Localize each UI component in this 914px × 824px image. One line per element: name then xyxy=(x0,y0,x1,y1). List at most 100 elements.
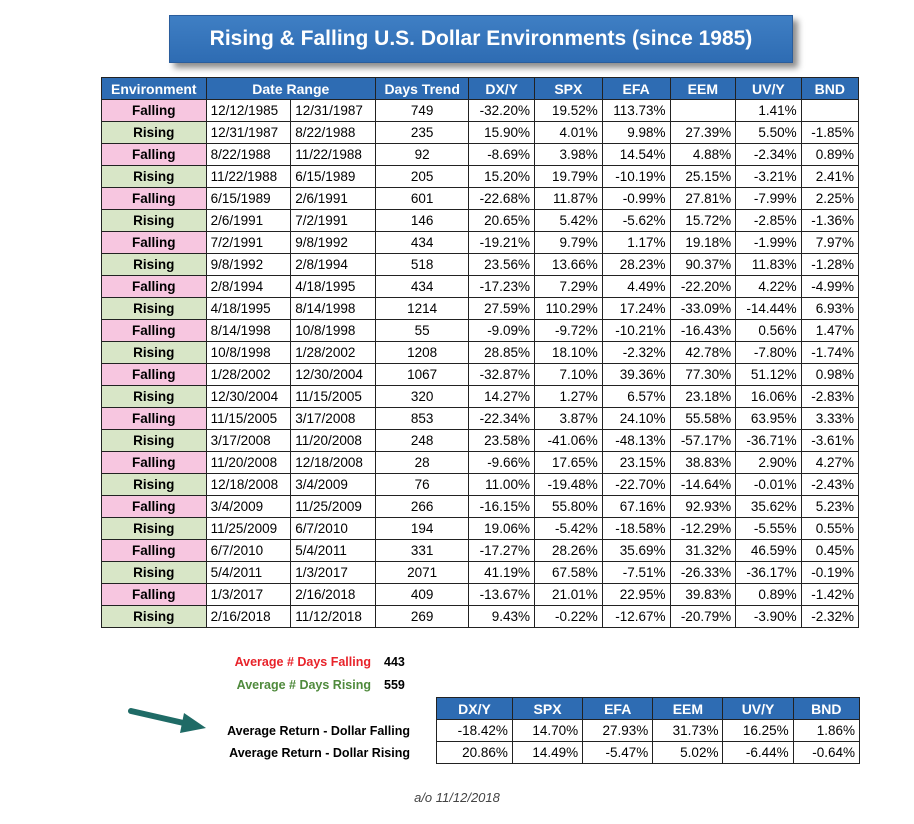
dxy-cell: 11.00% xyxy=(468,473,535,496)
bnd-cell: 4.27% xyxy=(800,451,860,474)
summary-column-header: BND xyxy=(792,697,861,720)
eem-cell: -57.17% xyxy=(669,429,737,452)
dollar-environments-table: Environment Date Range Days Trend DX/Y SPX EF… xyxy=(101,77,860,628)
summary-falling-cell: 14.70% xyxy=(511,719,584,742)
efa-cell: 24.10% xyxy=(601,407,671,430)
end-cell: 3/17/2008 xyxy=(290,407,376,430)
spx-cell: 4.01% xyxy=(533,121,603,144)
environment-cell: Rising xyxy=(101,605,207,628)
uvy-cell: 51.12% xyxy=(735,363,802,386)
bnd-cell: -2.32% xyxy=(800,605,860,628)
table-row: Falling 11/20/2008 12/18/2008 28 -9.66% 17.65… xyxy=(101,451,860,474)
eem-cell: 19.18% xyxy=(669,231,737,254)
environment-cell: Rising xyxy=(101,517,207,540)
environment-cell: Falling xyxy=(101,407,207,430)
avg-return-falling-label: Average Return - Dollar Falling xyxy=(227,724,410,738)
efa-cell: 9.98% xyxy=(601,121,671,144)
summary-falling-cell: 31.73% xyxy=(652,719,724,742)
arrow-right-icon xyxy=(128,708,206,733)
bnd-cell: -1.74% xyxy=(800,341,860,364)
bnd-cell: 6.93% xyxy=(800,297,860,320)
environment-cell: Falling xyxy=(101,275,207,298)
table-row: Rising 5/4/2011 1/3/2017 2071 41.19% 67.58% -7… xyxy=(101,561,860,584)
end-cell: 11/15/2005 xyxy=(290,385,376,408)
eem-cell: -16.43% xyxy=(669,319,737,342)
spx-cell: 19.79% xyxy=(533,165,603,188)
uvy-cell: -7.99% xyxy=(735,187,802,210)
column-header: EFA xyxy=(601,77,671,100)
dxy-cell: -17.27% xyxy=(468,539,535,562)
eem-cell: 4.88% xyxy=(669,143,737,166)
environment-cell: Falling xyxy=(101,319,207,342)
avg-days-falling-label: Average # Days Falling xyxy=(234,655,371,669)
dxy-cell: -9.66% xyxy=(468,451,535,474)
dxy-cell: 15.20% xyxy=(468,165,535,188)
uvy-cell: 63.95% xyxy=(735,407,802,430)
dxy-cell: -22.68% xyxy=(468,187,535,210)
bnd-cell: -1.42% xyxy=(800,583,860,606)
table-header-row: Environment Date Range Days Trend DX/Y SPX EF… xyxy=(101,77,860,100)
efa-cell: 35.69% xyxy=(601,539,671,562)
spx-cell: 55.80% xyxy=(533,495,603,518)
table-row: Falling 8/22/1988 11/22/1988 92 -8.69% 3.98% 1… xyxy=(101,143,860,166)
summary-header-row: DX/Y SPX EFA EEM UV/Y BND xyxy=(436,697,861,720)
environment-cell: Falling xyxy=(101,451,207,474)
uvy-cell: -3.90% xyxy=(735,605,802,628)
eem-cell: 38.83% xyxy=(669,451,737,474)
environment-cell: Rising xyxy=(101,473,207,496)
environment-cell: Rising xyxy=(101,429,207,452)
end-cell: 1/28/2002 xyxy=(290,341,376,364)
summary-rising-cell: -0.64% xyxy=(792,741,861,764)
days-cell: 749 xyxy=(374,99,470,122)
days-cell: 146 xyxy=(374,209,470,232)
page-title: Rising & Falling U.S. Dollar Environment… xyxy=(169,15,793,63)
avg-days-falling-value: 443 xyxy=(384,655,405,669)
spx-cell: 110.29% xyxy=(533,297,603,320)
spx-cell: 5.42% xyxy=(533,209,603,232)
days-cell: 601 xyxy=(374,187,470,210)
days-cell: 269 xyxy=(374,605,470,628)
summary-column-header: DX/Y xyxy=(436,697,513,720)
days-cell: 194 xyxy=(374,517,470,540)
environment-cell: Rising xyxy=(101,297,207,320)
spx-cell: 3.98% xyxy=(533,143,603,166)
start-cell: 6/15/1989 xyxy=(205,187,292,210)
environment-cell: Rising xyxy=(101,385,207,408)
summary-rising-cell: 20.86% xyxy=(436,741,513,764)
bnd-cell xyxy=(800,99,860,122)
eem-cell: 23.18% xyxy=(669,385,737,408)
spx-cell: 21.01% xyxy=(533,583,603,606)
column-header: Days Trend xyxy=(374,77,470,100)
start-cell: 11/15/2005 xyxy=(205,407,292,430)
eem-cell: -22.20% xyxy=(669,275,737,298)
bnd-cell: 0.55% xyxy=(800,517,860,540)
efa-cell: 6.57% xyxy=(601,385,671,408)
end-cell: 10/8/1998 xyxy=(290,319,376,342)
end-cell: 11/12/2018 xyxy=(290,605,376,628)
bnd-cell: 0.89% xyxy=(800,143,860,166)
efa-cell: 28.23% xyxy=(601,253,671,276)
days-cell: 320 xyxy=(374,385,470,408)
spx-cell: 1.27% xyxy=(533,385,603,408)
end-cell: 7/2/1991 xyxy=(290,209,376,232)
dxy-cell: -9.09% xyxy=(468,319,535,342)
table-row: Falling 11/15/2005 3/17/2008 853 -22.34% 3.87… xyxy=(101,407,860,430)
efa-cell: 67.16% xyxy=(601,495,671,518)
table-row: Rising 12/31/1987 8/22/1988 235 15.90% 4.01% 9… xyxy=(101,121,860,144)
bnd-cell: 0.98% xyxy=(800,363,860,386)
uvy-cell: 5.50% xyxy=(735,121,802,144)
start-cell: 2/6/1991 xyxy=(205,209,292,232)
end-cell: 3/4/2009 xyxy=(290,473,376,496)
environment-cell: Falling xyxy=(101,583,207,606)
spx-cell: 19.52% xyxy=(533,99,603,122)
eem-cell: -12.29% xyxy=(669,517,737,540)
dxy-cell: -32.20% xyxy=(468,99,535,122)
days-cell: 1067 xyxy=(374,363,470,386)
bnd-cell: 0.45% xyxy=(800,539,860,562)
end-cell: 2/8/1994 xyxy=(290,253,376,276)
start-cell: 3/4/2009 xyxy=(205,495,292,518)
summary-falling-cell: -18.42% xyxy=(436,719,513,742)
summary-falling-cell: 1.86% xyxy=(792,719,861,742)
summary-falling-cell: 16.25% xyxy=(722,719,794,742)
environment-cell: Falling xyxy=(101,539,207,562)
